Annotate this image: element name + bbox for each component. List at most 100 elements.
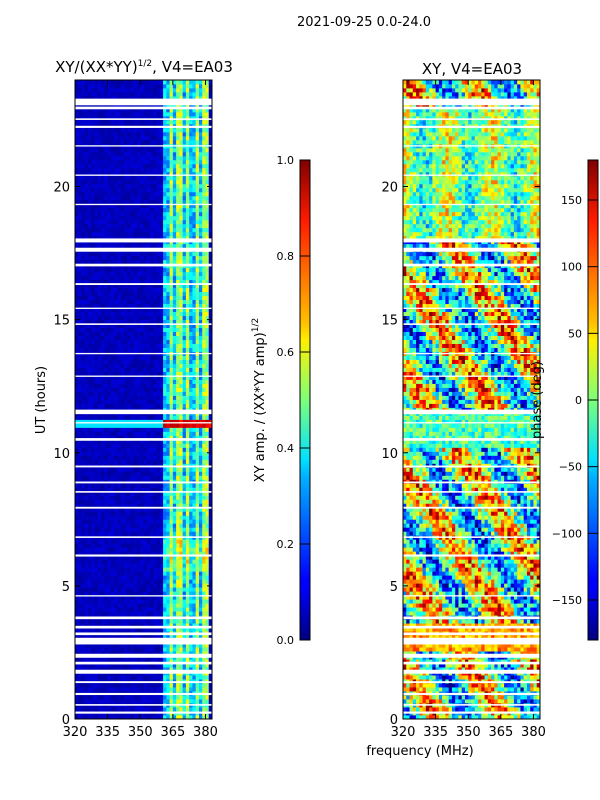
heatmap-cell xyxy=(179,255,184,261)
heatmap-cell xyxy=(104,699,109,704)
heatmap-cell xyxy=(120,259,125,265)
heatmap-cell xyxy=(136,459,141,464)
heatmap-cell xyxy=(114,355,118,360)
heatmap-cell xyxy=(120,335,125,340)
heatmap-cell xyxy=(127,435,131,440)
heatmap-cell xyxy=(205,507,210,512)
heatmap-cell xyxy=(146,383,151,388)
heatmap-cell xyxy=(166,251,170,257)
heatmap-cell xyxy=(114,527,118,532)
heatmap-cell xyxy=(172,331,177,336)
heatmap-cell xyxy=(179,299,184,305)
heatmap-cell xyxy=(143,527,148,532)
heatmap-cell xyxy=(75,423,79,428)
heatmap-cell xyxy=(153,307,157,313)
heatmap-cell xyxy=(117,451,122,456)
heatmap-cell xyxy=(120,307,125,313)
heatmap-cell xyxy=(133,435,138,440)
heatmap-cell xyxy=(169,635,174,640)
heatmap-cell xyxy=(153,275,157,281)
heatmap-cell xyxy=(146,451,151,456)
heatmap-cell xyxy=(150,475,154,480)
heatmap-cell xyxy=(117,387,122,392)
heatmap-cell xyxy=(143,611,148,616)
heatmap-cell xyxy=(78,339,82,344)
heatmap-cell xyxy=(97,443,102,448)
heatmap-cell xyxy=(75,559,79,564)
heatmap-cell xyxy=(140,387,144,392)
heatmap-cell xyxy=(176,563,180,568)
heatmap-cell xyxy=(130,515,135,520)
heatmap-cell xyxy=(117,327,122,332)
heatmap-cell xyxy=(104,623,109,628)
heatmap-cell xyxy=(146,419,151,424)
heatmap-cell xyxy=(185,563,190,568)
heatmap-cell xyxy=(189,531,193,536)
heatmap-cell xyxy=(94,547,99,552)
heatmap-cell xyxy=(159,659,164,664)
heatmap-cell xyxy=(172,635,177,640)
heatmap-cell xyxy=(136,251,141,257)
heatmap-cell xyxy=(208,635,213,640)
heatmap-cell xyxy=(101,551,105,556)
heatmap-cell xyxy=(153,667,157,672)
heatmap-cell xyxy=(127,283,131,289)
heatmap-cell xyxy=(195,459,200,464)
heatmap-cell xyxy=(117,575,122,580)
heatmap-cell xyxy=(205,467,210,472)
heatmap-cell xyxy=(123,467,128,472)
heatmap-cell xyxy=(114,495,118,500)
heatmap-cell xyxy=(91,543,95,548)
heatmap-cell xyxy=(159,467,164,472)
heatmap-cell xyxy=(123,335,128,340)
heatmap-cell xyxy=(110,483,115,488)
heatmap-cell xyxy=(117,527,122,532)
heatmap-cell xyxy=(146,515,151,520)
heatmap-cell xyxy=(127,419,131,424)
heatmap-cell xyxy=(88,583,92,588)
heatmap-cell xyxy=(159,583,164,588)
heatmap-cell xyxy=(114,659,118,664)
heatmap-cell xyxy=(189,519,193,524)
heatmap-cell xyxy=(107,391,112,396)
heatmap-cell xyxy=(198,683,203,688)
heatmap-cell xyxy=(127,675,131,680)
heatmap-cell xyxy=(114,267,118,273)
heatmap-cell xyxy=(120,495,125,500)
heatmap-cell xyxy=(198,387,203,392)
heatmap-cell xyxy=(166,371,170,376)
heatmap-cell xyxy=(81,643,86,648)
heatmap-cell xyxy=(192,559,197,564)
heatmap-cell xyxy=(198,675,203,680)
heatmap-cell xyxy=(117,499,122,504)
heatmap-cell xyxy=(195,611,200,616)
heatmap-cell xyxy=(75,419,79,424)
heatmap-cell xyxy=(104,511,109,516)
heatmap-cell xyxy=(81,379,86,384)
heatmap-cell xyxy=(107,291,112,297)
heatmap-cell xyxy=(84,567,89,572)
heatmap-cell xyxy=(120,579,125,584)
heatmap-cell xyxy=(78,279,82,285)
heatmap-cell xyxy=(156,255,161,261)
heatmap-cell xyxy=(123,415,128,420)
heatmap-cell xyxy=(159,503,164,508)
heatmap-cell xyxy=(185,619,190,624)
heatmap-cell xyxy=(192,287,197,293)
heatmap-cell xyxy=(166,507,170,512)
heatmap-cell xyxy=(146,343,151,348)
heatmap-cell xyxy=(107,343,112,348)
heatmap-cell xyxy=(202,559,206,564)
heatmap-cell xyxy=(159,695,164,700)
heatmap-cell xyxy=(192,307,197,313)
heatmap-cell xyxy=(127,523,131,528)
heatmap-cell xyxy=(120,471,125,476)
heatmap-cell xyxy=(91,291,95,297)
heatmap-cell xyxy=(195,371,200,376)
heatmap-cell xyxy=(97,299,102,305)
heatmap-cell xyxy=(130,503,135,508)
heatmap-cell xyxy=(127,451,131,456)
heatmap-cell xyxy=(104,543,109,548)
heatmap-cell xyxy=(136,543,141,548)
heatmap-cell xyxy=(140,699,144,704)
